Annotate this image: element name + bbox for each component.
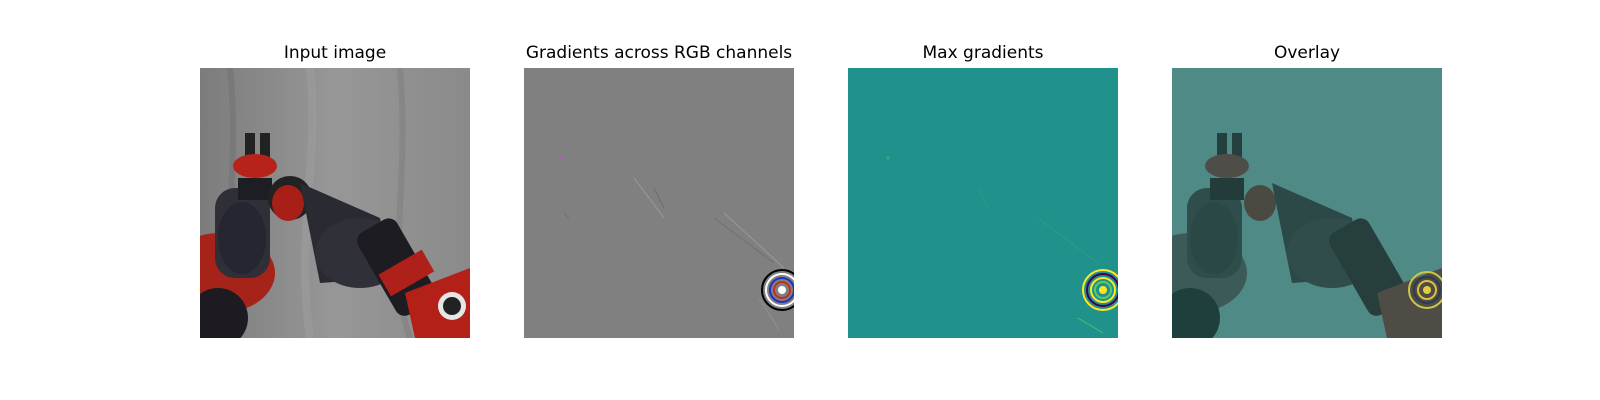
max-gradients-image xyxy=(848,68,1118,338)
input-image xyxy=(200,68,470,338)
panel-input-image: Input image xyxy=(200,38,470,338)
panel-overlay: Overlay xyxy=(1172,38,1442,338)
panel-title: Gradients across RGB channels xyxy=(525,43,793,63)
gradients-rgb-canvas xyxy=(524,68,794,338)
overlay-image xyxy=(1172,68,1442,338)
input-image-canvas xyxy=(200,68,470,338)
overlay-canvas xyxy=(1172,68,1442,338)
panel-title: Overlay xyxy=(1273,43,1341,63)
panel-title: Input image xyxy=(283,43,387,63)
gradients-rgb-image xyxy=(524,68,794,338)
max-gradients-canvas xyxy=(848,68,1118,338)
panel-max-gradients: Max gradients xyxy=(848,38,1118,338)
panel-gradients-rgb: Gradients across RGB channels xyxy=(524,38,794,338)
panel-title: Max gradients xyxy=(922,43,1044,63)
